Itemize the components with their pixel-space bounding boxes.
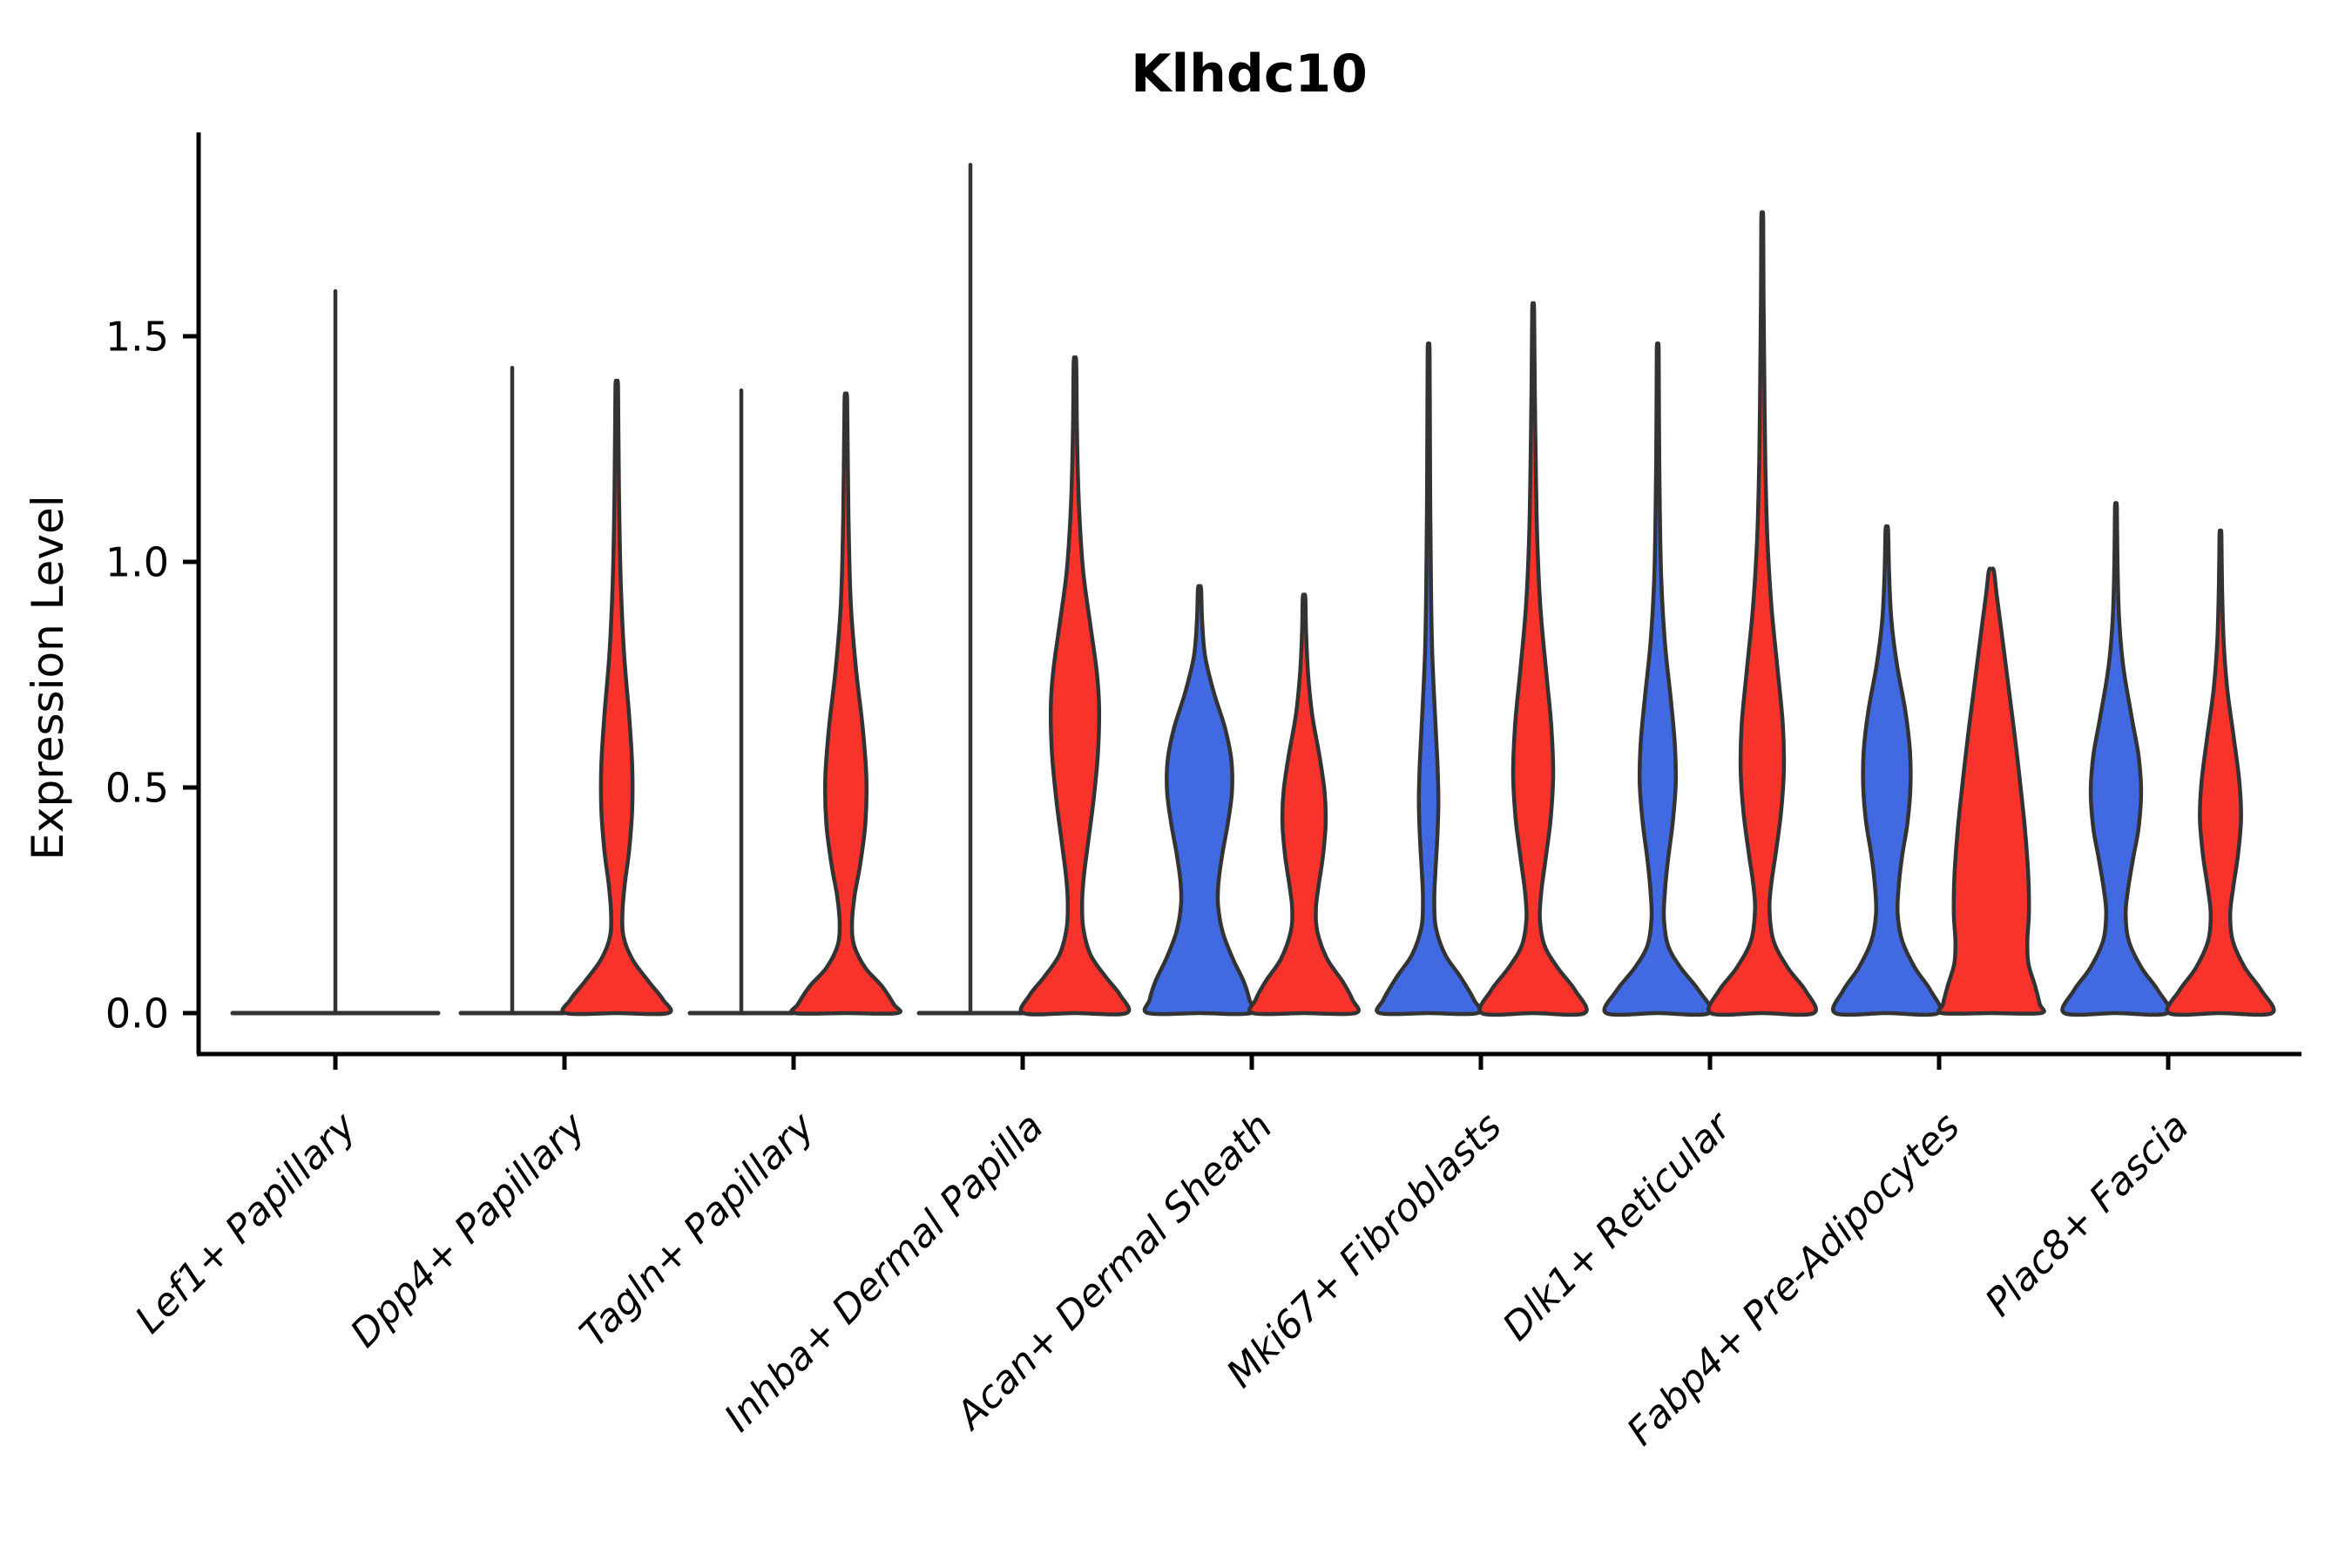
x-tick-label: Tagln+ Papillary: [571, 1104, 823, 1355]
x-tick-label: Dpp4+ Papillary: [342, 1104, 595, 1356]
y-tick-label: 1.5: [105, 314, 169, 361]
y-tick-label: 0.0: [105, 990, 169, 1037]
y-tick-label: 1.0: [105, 539, 169, 586]
violin-7-blue: [1831, 524, 1943, 1017]
violin-7-red: [1936, 566, 2046, 1016]
violin-2-red: [789, 391, 902, 1016]
violin-4-blue: [1142, 584, 1257, 1017]
x-tick-label: Dlk1+ Reticular: [1494, 1103, 1740, 1349]
violin-8-blue: [2060, 501, 2172, 1017]
x-tick-label: Plac8+ Fascia: [1977, 1105, 2197, 1325]
violin-1-red: [560, 378, 673, 1017]
chart-title: Klhdc10: [1131, 44, 1368, 105]
x-tick-label: Lef1+ Papillary: [127, 1104, 366, 1342]
violin-3-red: [1018, 355, 1132, 1017]
violin-6-red: [1707, 210, 1818, 1017]
y-tick-label: 0.5: [105, 765, 169, 812]
violins-group: [230, 162, 2276, 1017]
violin-5-red: [1477, 301, 1589, 1017]
violin-8-red: [2165, 528, 2276, 1017]
y-axis-label: Expression Level: [23, 495, 73, 860]
violin-6-blue: [1602, 341, 1713, 1017]
violin-4-red: [1247, 592, 1361, 1017]
violin-5-blue: [1375, 341, 1483, 1017]
